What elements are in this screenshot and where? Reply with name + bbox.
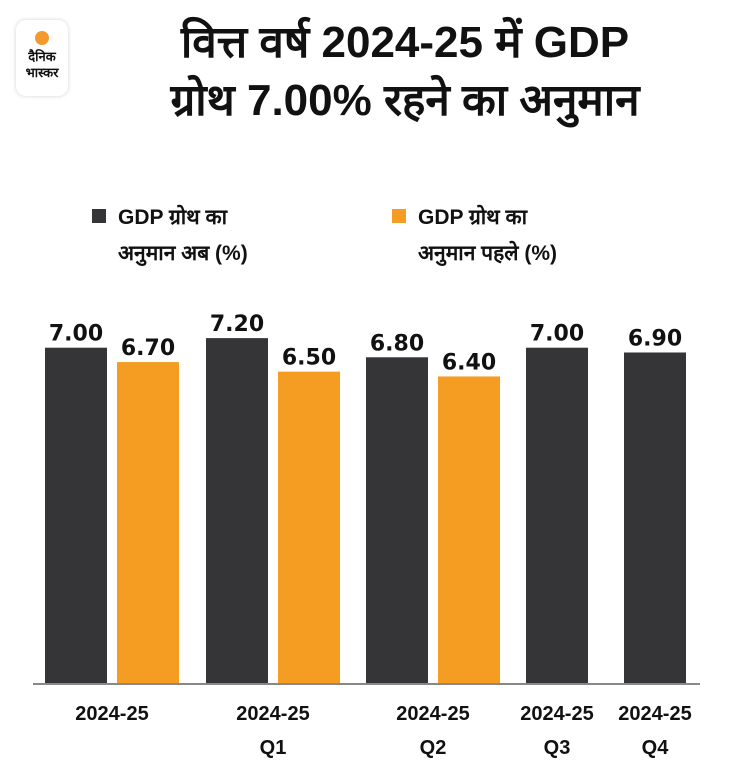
chart-title-line1: वित्त वर्ष 2024-25 में GDP <box>180 18 630 67</box>
legend-label-now: GDP ग्रोथ का अनुमान अब (%) <box>118 200 248 272</box>
value-label-now-3: 7.00 <box>530 322 584 347</box>
category-label-0-line1: 2024-25 <box>75 703 148 725</box>
bar-now-4 <box>624 352 686 683</box>
category-label-1-line2: Q1 <box>260 737 287 759</box>
legend-label-now-line1: GDP ग्रोथ का <box>118 206 228 229</box>
legend-label-now-line2: अनुमान अब (%) <box>118 242 248 265</box>
chart-title: वित्त वर्ष 2024-25 में GDP ग्रोथ 7.00% र… <box>80 14 730 130</box>
value-label-before-0: 6.70 <box>121 336 175 361</box>
logo-text-line2: भास्कर <box>25 65 59 80</box>
value-label-now-0: 7.00 <box>49 322 103 347</box>
bar-now-0 <box>45 347 107 683</box>
category-label-4-line2: Q4 <box>642 737 670 759</box>
category-label-3-line2: Q3 <box>544 737 571 759</box>
bar-now-1 <box>206 338 268 683</box>
value-label-now-2: 6.80 <box>370 331 424 356</box>
legend-swatch-before <box>392 209 406 223</box>
bar-before-0 <box>117 362 179 683</box>
category-label-2-line2: Q2 <box>420 737 447 759</box>
category-label-1-line1: 2024-25 <box>236 703 309 725</box>
category-label-2-line1: 2024-25 <box>396 703 469 725</box>
bar-before-1 <box>278 371 340 683</box>
value-label-before-1: 6.50 <box>282 346 336 371</box>
category-label-3-line1: 2024-25 <box>520 703 593 725</box>
logo-text-line1: दैनिक <box>28 49 56 64</box>
value-label-now-4: 6.90 <box>628 326 682 351</box>
legend-label-before-line2: अनुमान पहले (%) <box>418 242 557 265</box>
legend-label-before-line1: GDP ग्रोथ का <box>418 206 528 229</box>
bar-now-2 <box>366 357 428 683</box>
sun-icon <box>35 31 49 45</box>
category-label-4-line1: 2024-25 <box>618 703 691 725</box>
dainik-bhaskar-logo: दैनिक भास्कर <box>16 20 68 96</box>
value-label-before-2: 6.40 <box>442 350 496 375</box>
legend-swatch-now <box>92 209 106 223</box>
value-label-now-1: 7.20 <box>210 312 264 337</box>
chart-title-line2: ग्रोथ 7.00% रहने का अनुमान <box>170 76 640 125</box>
bar-before-2 <box>438 376 500 683</box>
legend-label-before: GDP ग्रोथ का अनुमान पहले (%) <box>418 200 557 272</box>
bar-now-3 <box>526 347 588 683</box>
